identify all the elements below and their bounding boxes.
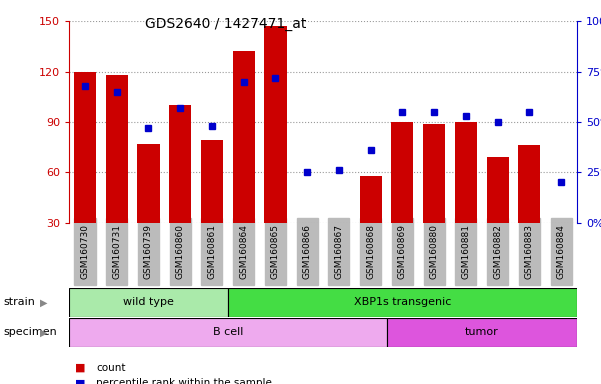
Text: ▶: ▶ [40, 327, 47, 338]
Text: B cell: B cell [213, 327, 243, 338]
Bar [74, 71, 96, 223]
Text: wild type: wild type [123, 297, 174, 308]
Text: ■: ■ [75, 363, 85, 373]
Bar [264, 26, 287, 223]
Bar [169, 105, 191, 223]
Bar [359, 176, 382, 223]
Bar [391, 122, 413, 223]
Bar [69, 318, 386, 347]
Text: GDS2640 / 1427471_at: GDS2640 / 1427471_at [145, 17, 307, 31]
Bar [423, 124, 445, 223]
Bar [386, 318, 577, 347]
Bar [138, 144, 160, 223]
Text: tumor: tumor [465, 327, 499, 338]
Text: strain: strain [3, 297, 35, 308]
Bar [518, 146, 540, 223]
Bar [106, 75, 128, 223]
Text: ▶: ▶ [40, 297, 47, 308]
Text: count: count [96, 363, 126, 373]
Bar [455, 122, 477, 223]
Text: specimen: specimen [3, 327, 56, 338]
Bar [201, 141, 223, 223]
Bar [486, 157, 508, 223]
Text: percentile rank within the sample: percentile rank within the sample [96, 378, 272, 384]
Bar [233, 51, 255, 223]
Bar [228, 288, 577, 317]
Bar [69, 288, 228, 317]
Text: ■: ■ [75, 378, 85, 384]
Text: XBP1s transgenic: XBP1s transgenic [354, 297, 451, 308]
